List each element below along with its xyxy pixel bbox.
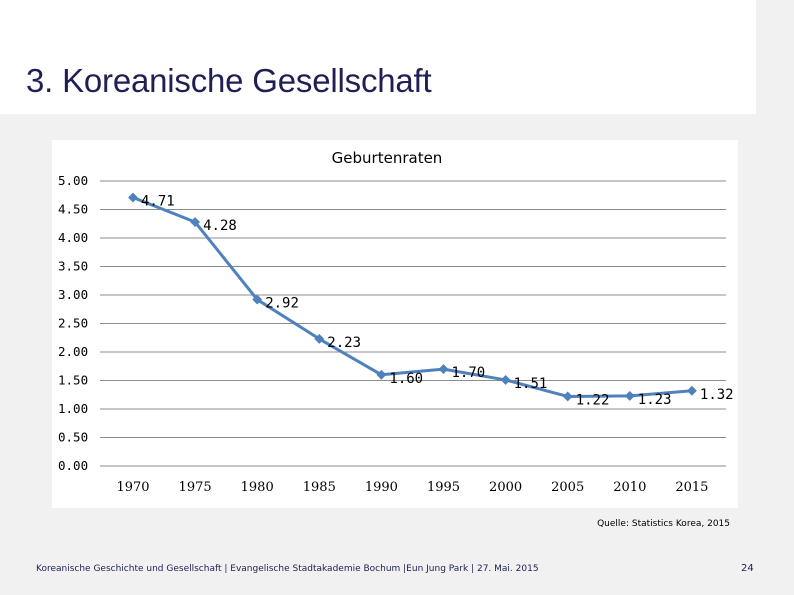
data-point: [190, 217, 201, 227]
x-tick-label: 1975: [179, 480, 212, 495]
y-tick-label: 2.00: [58, 344, 88, 359]
x-tick-label: 2005: [551, 480, 584, 495]
x-tick-label: 1970: [116, 480, 149, 495]
data-point: [128, 192, 138, 203]
y-tick-label: 0.00: [58, 458, 88, 473]
chart-title: Geburtenraten: [332, 149, 443, 167]
data-point: [624, 390, 635, 401]
data-point: [686, 385, 697, 396]
data-label: 1.70: [452, 365, 486, 381]
data-label: 4.28: [203, 218, 237, 234]
data-point: [376, 369, 387, 380]
data-point: [252, 294, 263, 305]
data-label: 1.51: [514, 376, 548, 392]
data-point: [500, 374, 511, 385]
page-number: 24: [741, 563, 754, 574]
y-tick-label: 3.00: [58, 287, 88, 302]
x-tick-label: 1980: [241, 480, 274, 495]
y-tick-label: 1.50: [58, 373, 88, 388]
slide-title: 3. Koreanische Gesellschaft: [26, 62, 432, 99]
footer-text: Koreanische Geschichte und Gesellschaft …: [36, 564, 539, 574]
x-tick-label: 1990: [365, 480, 398, 495]
source-note: Quelle: Statistics Korea, 2015: [597, 519, 730, 529]
data-label: 4.71: [141, 194, 175, 210]
data-point: [438, 364, 449, 375]
data-label: 1.23: [638, 392, 672, 408]
x-tick-label: 2015: [675, 480, 708, 495]
y-tick-label: 1.00: [58, 401, 88, 416]
x-tick-label: 2000: [489, 480, 522, 495]
data-point: [314, 333, 325, 344]
y-tick-label: 3.50: [58, 259, 88, 274]
data-label: 2.92: [265, 296, 299, 312]
series-line: [132, 196, 693, 398]
y-tick-label: 5.00: [58, 173, 88, 188]
y-tick-label: 4.00: [58, 230, 88, 245]
data-label: 1.22: [576, 392, 610, 408]
data-label: 1.32: [700, 387, 734, 403]
y-tick-label: 0.50: [58, 430, 88, 445]
x-tick-label: 2010: [613, 480, 646, 495]
chart-area: Geburtenraten 0.00 0.50 1.00 1.50 2.00 2.50 3.0…: [52, 140, 738, 508]
x-tick-label: 1985: [303, 480, 336, 495]
y-tick-label: 4.50: [58, 202, 88, 217]
data-label: 1.60: [389, 371, 423, 387]
birth-rate-chart: Geburtenraten 0.00 0.50 1.00 1.50 2.00 2.50 3.0…: [58, 149, 734, 495]
header-band: [0, 0, 756, 114]
data-label: 2.23: [327, 335, 361, 351]
y-tick-label: 2.50: [58, 316, 88, 331]
right-strip: [756, 0, 794, 595]
data-point: [562, 391, 573, 402]
x-tick-label: 1995: [427, 480, 460, 495]
